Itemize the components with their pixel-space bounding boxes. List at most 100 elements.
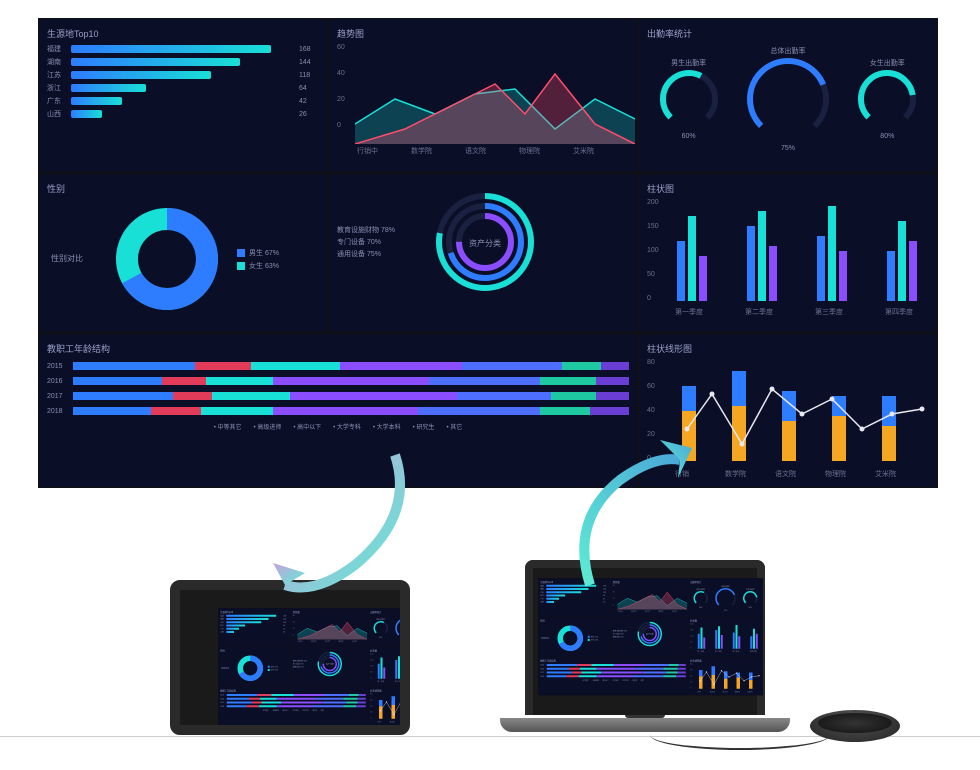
bar-group [733,625,741,649]
conference-puck [810,710,900,742]
gauge-value: 80% [743,607,759,609]
hbar-segment [313,705,344,707]
stacked-legend: • 中等其它• 高级进师• 高中以下• 大学专科• 大学本科• 研究生• 其它 [220,709,366,711]
stat-row: 通用设备 75% [613,636,627,639]
y-axis-label: 100 [647,247,659,254]
y-axis-label: 40 [690,675,692,677]
bar [887,251,895,301]
gauge: 女生出勤率80% [856,58,918,140]
hbar-value: 144 [299,59,319,66]
y-axis-label: 0 [647,295,651,302]
x-axis-label: 数学院 [311,640,316,643]
hbar-value: 118 [283,621,288,623]
gauge-value: 60% [658,133,720,140]
hbar-segment [73,407,151,415]
bar [677,241,685,301]
legend-item: • 其它 [320,709,324,711]
panel-gender: 性别性别对比男生 67%女生 63% [538,617,611,657]
hbar-segment [227,702,252,704]
gauge: 总体出勤率75% [745,46,831,152]
bar [699,256,707,301]
svg-text:资产分类: 资产分类 [469,238,501,248]
panel-combo: 柱状线形图806040200行销数学院语文院物理院艾米院 [368,687,410,726]
legend-item: • 高中以下 [602,679,609,681]
x-axis-label: 物理院 [735,691,740,694]
y-axis-label: 60 [337,44,345,51]
x-axis-label: 物理院 [519,146,540,156]
y-axis-label: 40 [293,621,295,623]
arc-svg: 资产分类 [632,619,667,649]
x-axis-label: 第一季度 [377,680,385,683]
y-axis-label: 0 [690,647,691,649]
y-axis-label: 20 [370,711,372,713]
x-axis-label: 第二季度 [715,650,723,653]
panel-sources: 生源地Top10福建168湖南144江苏118浙江64广东42山西26 [38,18,328,173]
line-overlay [694,663,763,688]
panel-bars: 柱状图200150100500第一季度第二季度第三季度第四季度 [368,647,410,687]
panel-assets: 教育设施财物 78%专门设备 70%通用设备 75%资产分类 [328,173,638,333]
bar [839,251,847,301]
hbar-segment [601,672,643,674]
hbar-segment [73,377,162,385]
y-axis-label: 50 [690,641,692,643]
x-axis-label: 语文院 [645,610,650,613]
donut-svg [97,199,237,319]
donut-svg [553,623,588,653]
gauge: 男生出勤率60% [658,58,720,140]
hbar-segment [73,392,173,400]
bar [398,656,400,679]
bar-group [698,628,706,649]
video-wall: 生源地Top10福建168湖南144江苏118浙江64广东42山西26趋势图60… [38,18,938,488]
hbar-row: 山西26 [540,601,608,604]
area-chart-svg [297,615,367,640]
y-axis-label: 50 [370,671,372,673]
bar-group [750,629,758,649]
y-axis-label: 0 [370,677,371,679]
panel-assets: 教育设施财物 78%专门设备 70%通用设备 75%资产分类 [611,617,689,657]
legend-item: • 其它 [446,422,462,431]
gauge-value: 60% [693,607,709,609]
hbar-row: 湖南144 [47,57,319,67]
x-axis-label: 语文院 [325,640,330,643]
y-axis-label: 20 [293,628,295,630]
legend-item: 女生 63% [268,669,278,672]
donut-legend: 男生 67%女生 63% [237,245,279,274]
hbar-segment [357,702,365,704]
hbar-row: 福建168 [47,44,319,54]
panel-combo: 柱状线形图806040200行销数学院语文院物理院艾米院 [688,657,763,696]
hbar-segment [540,377,596,385]
panel-title: 出勤率统计 [647,27,929,40]
hbar-segment [580,668,597,670]
hbar-segment [273,407,418,415]
hbar-segment [261,702,280,704]
stacked-hbar-row: 2017 [540,672,686,674]
legend-item: 男生 67% [268,665,278,668]
x-axis-label: 第四季度 [884,307,914,317]
legend-item: • 大学专科 [612,679,619,681]
hbar-segment [579,675,597,677]
gauge-svg [745,56,831,142]
x-axis-label: 第三季度 [814,307,844,317]
x-axis-label: 行销 [697,691,701,694]
hbar-segment [206,377,273,385]
hbar-segment [227,698,249,700]
x-axis-label: 语文院 [722,691,727,694]
gauge-value: 60% [373,637,389,639]
hbar-segment [572,672,582,674]
stacked-hbar-row: 2015 [220,694,366,696]
hbar-value: 42 [299,98,319,105]
hbar-value: 64 [299,85,319,92]
hbar-row: 山西26 [47,109,319,119]
panel-title: 柱状图 [647,182,929,195]
x-axis-label: 语文院 [402,721,407,724]
y-axis-label: 100 [690,635,693,637]
y-axis-label: 0 [690,687,691,689]
hbar-label: 福建 [47,44,71,54]
svg-text:资产分类: 资产分类 [646,632,654,636]
hbar-segment [227,705,246,707]
x-axis-label: 语文院 [465,146,486,156]
legend-item: • 高中以下 [282,709,289,711]
hbar-segment [551,392,595,400]
hbar-segment [547,672,572,674]
area-chart-svg [355,44,635,144]
